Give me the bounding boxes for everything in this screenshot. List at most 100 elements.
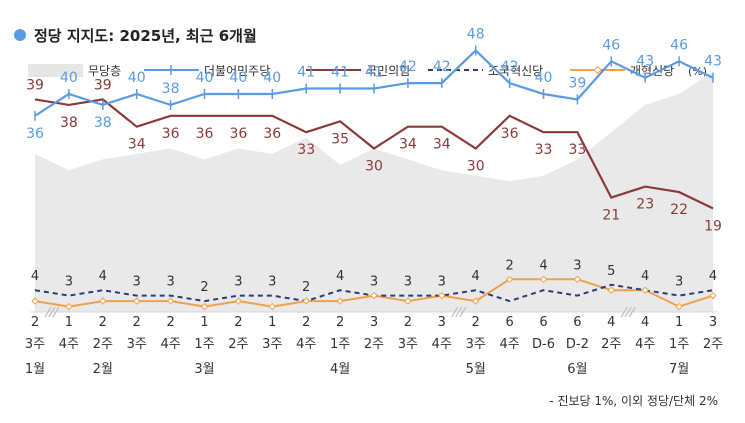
- x-tick-label: 3주: [25, 337, 45, 352]
- democratic-value-label: 38: [162, 81, 180, 97]
- month-label: 2월: [93, 362, 113, 377]
- democratic-value-label: 43: [636, 54, 654, 70]
- x-tick-label: 4주: [296, 337, 316, 352]
- reform-value-label: 2: [31, 315, 39, 330]
- x-tick-label: 4주: [635, 337, 655, 352]
- month-label: 5월: [466, 362, 486, 377]
- x-tick-label: 1주: [669, 337, 689, 352]
- democratic-value-label: 36: [26, 126, 44, 142]
- x-tick-label: 2주: [228, 337, 248, 352]
- ppp-value-label: 33: [535, 142, 553, 158]
- reform-party-point: [709, 291, 717, 300]
- x-tick-label: 3주: [127, 337, 147, 352]
- democratic-value-label: 41: [331, 65, 349, 81]
- reform-party-point: [641, 286, 649, 294]
- ppp-value-label: 34: [128, 137, 146, 153]
- reform-party-point: [370, 291, 378, 300]
- chart-title: 정당 지지도: 2025년, 최근 6개월: [34, 27, 257, 45]
- legend-label-democratic: 더불어민주당: [204, 64, 270, 78]
- x-tick-label: 3주: [466, 337, 486, 352]
- axis-break-mark: [455, 306, 463, 318]
- democratic-value-label: 42: [399, 59, 417, 75]
- reform-party-point: [166, 297, 175, 305]
- democratic-value-label: 38: [94, 115, 112, 131]
- democratic-value-label: 40: [196, 70, 214, 86]
- rebuilding-value-label: 3: [370, 275, 378, 290]
- reform-party-point: [99, 297, 107, 305]
- democratic-value-label: 46: [670, 37, 688, 53]
- reform-value-label: 6: [539, 315, 547, 330]
- ppp-value-label: 36: [229, 126, 247, 142]
- x-tick-label: D-2: [566, 337, 589, 352]
- axis-break-mark: [451, 306, 459, 318]
- ppp-value-label: 21: [602, 208, 620, 224]
- legend-diamond-marker-icon: [593, 65, 602, 75]
- rebuilding-value-label: 3: [438, 275, 446, 290]
- x-axis: 3주 4주 2주 3주 4주 1주 2주 3주 4주 1주 2주 3주 4주 3주 4주 D-6 D-2 2주 4주…: [25, 337, 723, 377]
- rebuilding-value-label: 4: [99, 269, 107, 284]
- x-tick-label: 4주: [160, 337, 180, 352]
- reform-value-label: 2: [472, 315, 480, 330]
- x-tick-label: 4주: [499, 337, 519, 352]
- democratic-value-label: 43: [704, 54, 722, 70]
- nonpartisan-area: [35, 72, 713, 312]
- rebuilding-value-label: 2: [505, 258, 513, 273]
- reform-party-point: [31, 297, 39, 305]
- ppp-value-label: 30: [365, 159, 383, 175]
- rebuilding-value-label: 4: [472, 269, 480, 284]
- democratic-value-label: 46: [602, 37, 620, 53]
- x-tick-label: 2주: [364, 337, 384, 352]
- reform-party-point: [132, 297, 141, 305]
- rebuilding-value-label: 3: [133, 275, 141, 290]
- rebuilding-value-label: 4: [641, 269, 649, 284]
- reform-party-point: [336, 297, 344, 305]
- reform-party-point: [65, 302, 73, 311]
- reform-value-label: 2: [166, 315, 174, 330]
- month-label: 7월: [669, 362, 689, 377]
- rebuilding-value-label: 3: [573, 258, 581, 273]
- democratic-value-label: 39: [568, 75, 586, 91]
- reform-value-label: 2: [302, 315, 310, 330]
- ppp-value-label: 39: [94, 77, 112, 93]
- axis-break-mark: [628, 306, 636, 318]
- rebuilding-value-label: 3: [65, 275, 73, 290]
- democratic-value-label: 42: [501, 59, 519, 75]
- title-bullet-icon: [14, 29, 26, 41]
- democratic-value-label: 40: [128, 70, 146, 86]
- ppp-value-label: 30: [467, 159, 485, 175]
- reform-party-point: [539, 275, 548, 284]
- x-tick-label: 3주: [398, 337, 418, 352]
- ppp-value-label: 36: [263, 126, 281, 142]
- reform-party-point: [268, 302, 277, 311]
- x-tick-label: 2주: [93, 337, 113, 352]
- democratic-value-label: 42: [433, 59, 451, 75]
- x-tick-label: D-6: [532, 337, 555, 352]
- ppp-value-label: 36: [162, 126, 180, 142]
- rebuilding-value-label: 4: [336, 269, 344, 284]
- reform-value-label: 2: [234, 315, 242, 330]
- ppp-value-label: 22: [670, 202, 688, 218]
- axis-break-mark: [48, 306, 56, 318]
- reform-party-point: [573, 275, 582, 284]
- month-label: 6월: [567, 362, 587, 377]
- democratic-value-label: 40: [535, 70, 553, 86]
- reform-party-point: [404, 297, 412, 305]
- democratic-value-label: 41: [297, 65, 315, 81]
- democratic-value-label: 41: [365, 65, 383, 81]
- ppp-line: [34, 98, 714, 210]
- reform-value-label: 1: [675, 315, 683, 330]
- month-label: 4월: [330, 362, 350, 377]
- ppp-value-label: 33: [568, 142, 586, 158]
- ppp-value-label: 34: [433, 137, 451, 153]
- reform-party-point: [471, 297, 480, 305]
- reform-value-label: 2: [404, 315, 412, 330]
- ppp-value-label: 38: [60, 115, 78, 131]
- rebuilding-value-label: 3: [166, 275, 174, 290]
- rebuilding-value-label: 2: [302, 280, 310, 295]
- democratic-value-label: 40: [229, 70, 247, 86]
- rebuilding-value-label: 2: [200, 280, 208, 295]
- rebuilding-value-label: 5: [607, 264, 615, 279]
- reform-value-label: 3: [370, 315, 378, 330]
- rebuilding-value-label: 4: [709, 269, 717, 284]
